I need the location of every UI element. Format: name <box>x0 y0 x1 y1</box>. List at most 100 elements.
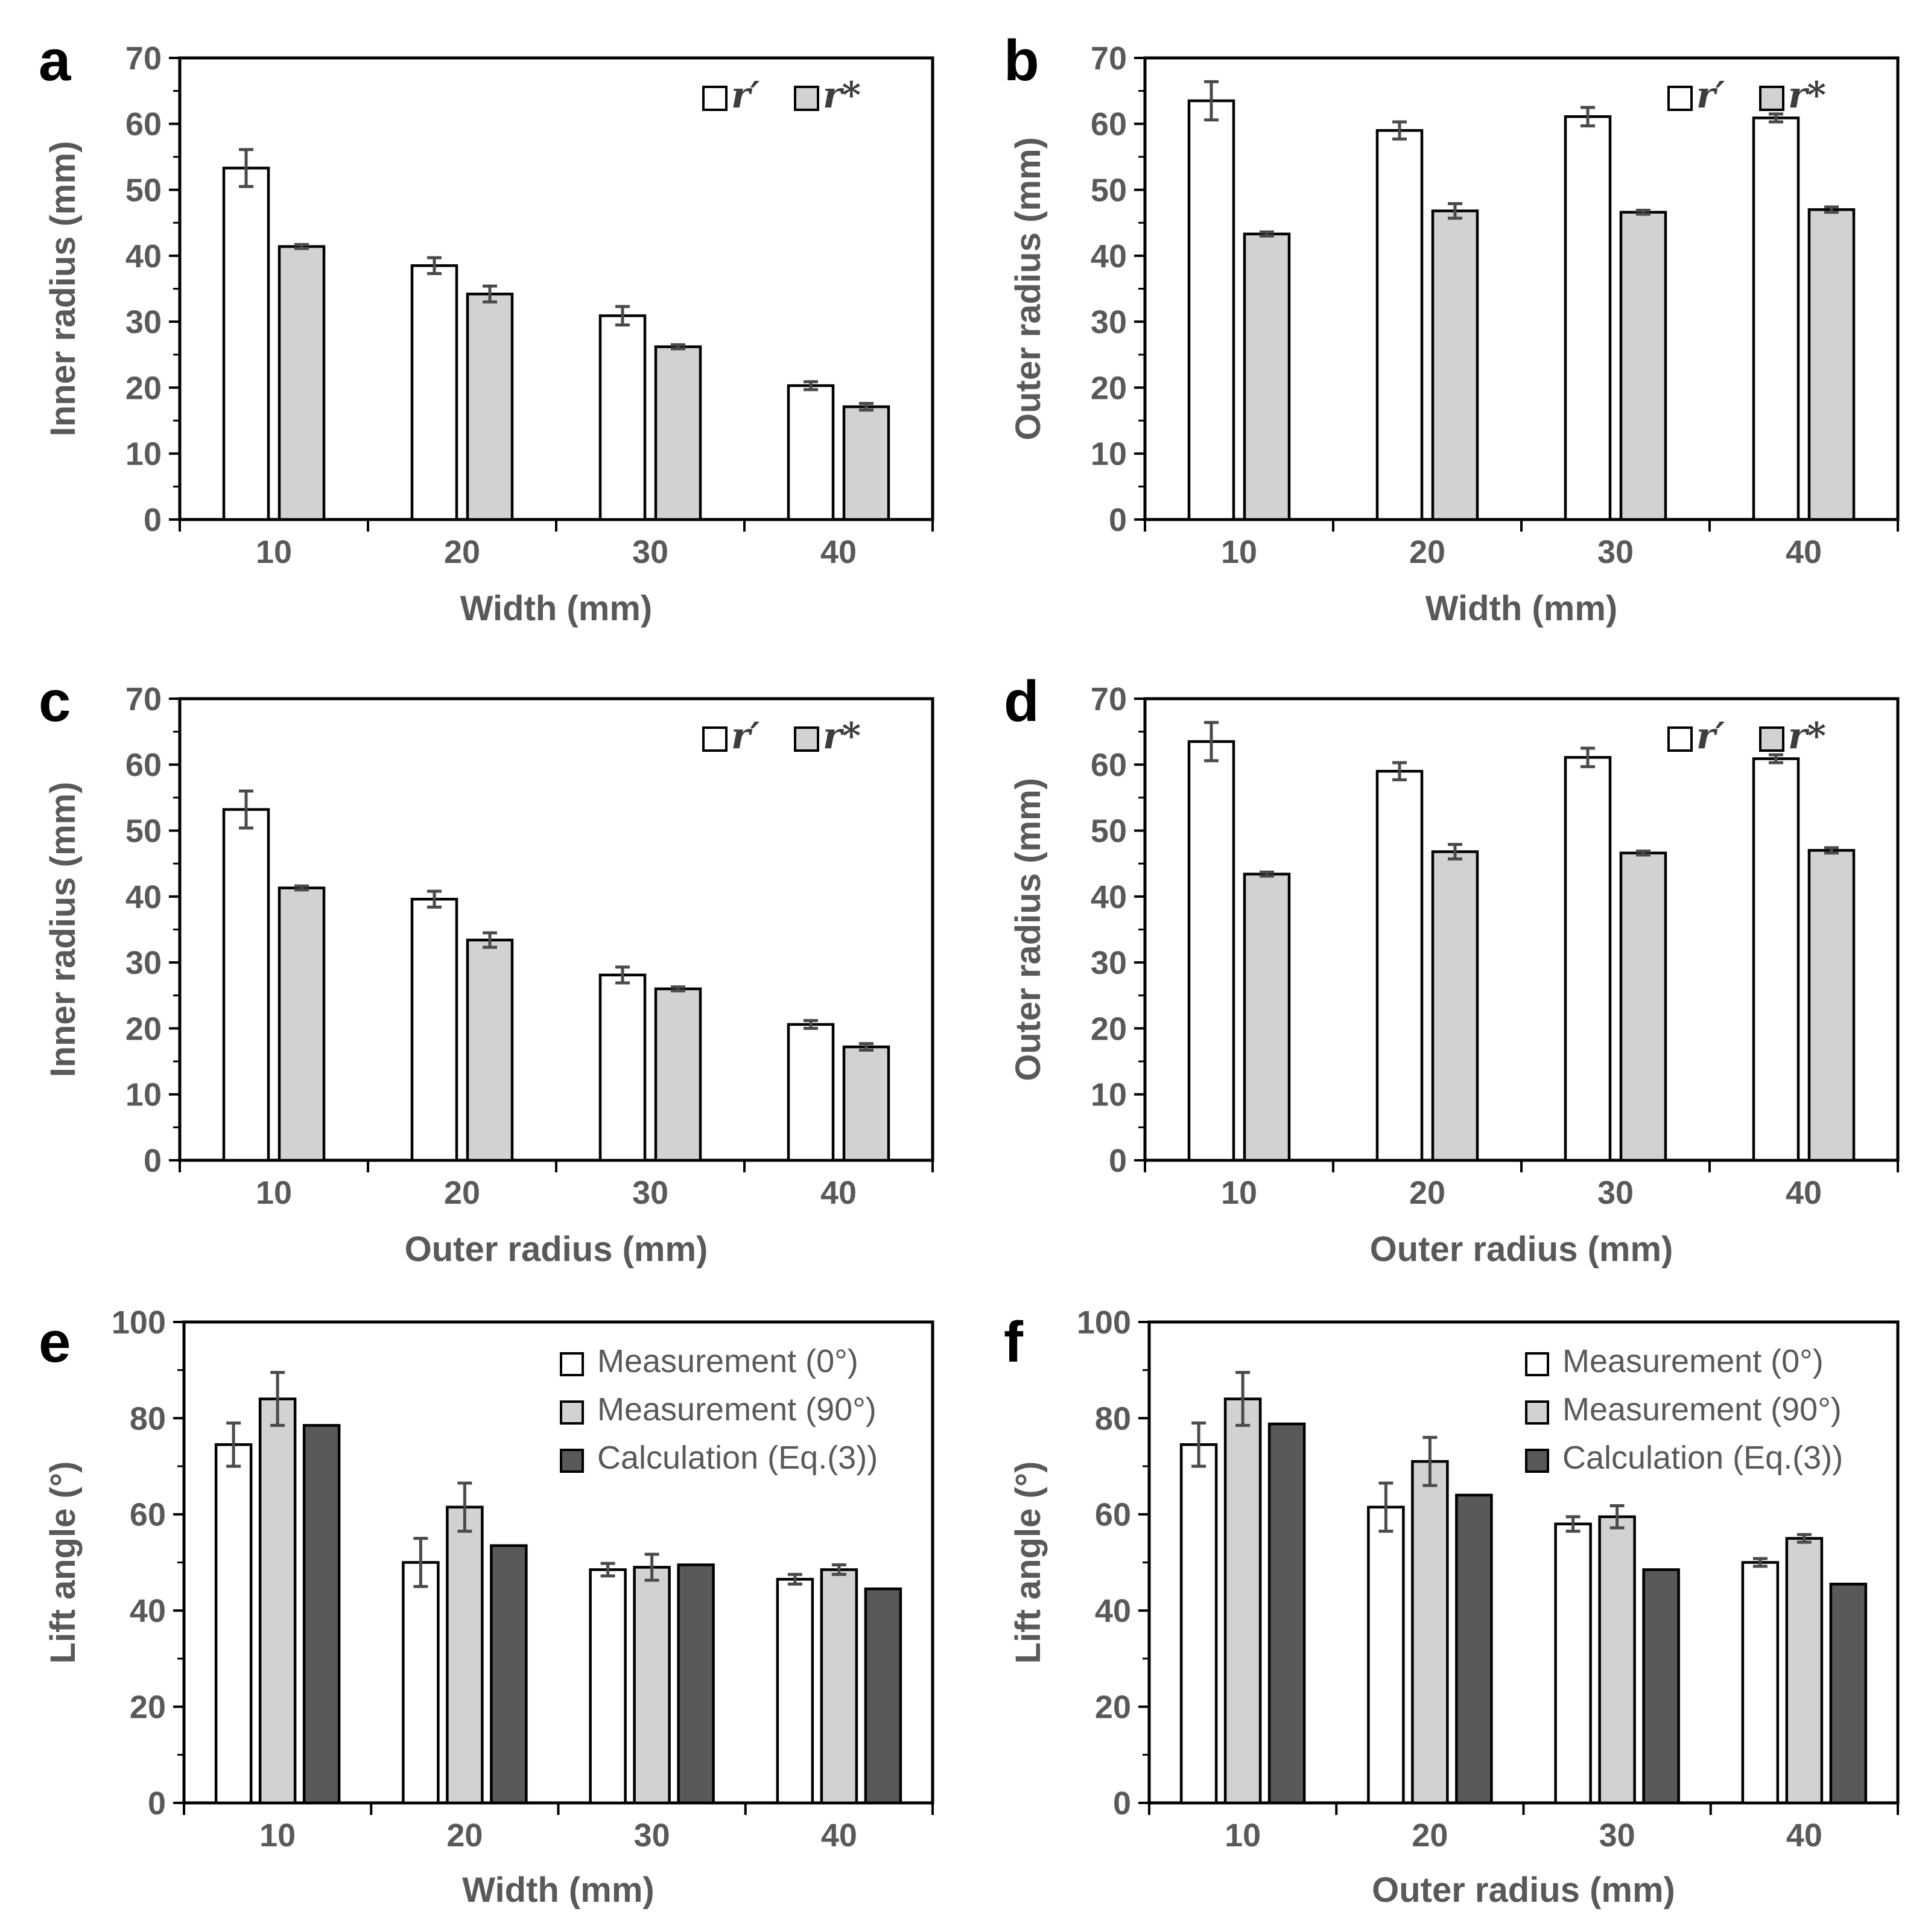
legend-swatch <box>1759 726 1784 752</box>
chart-a: 0 10 20 30 40 50 60 70 10 20 30 40 r′ r* Width (mm) Inn… <box>43 40 934 628</box>
x-tick-label: 30 <box>1597 1175 1634 1211</box>
x-axis: 10 20 30 40 <box>1144 1160 1899 1211</box>
bar-c-s1-40 <box>842 1045 890 1162</box>
y-tick-label: 60 <box>1095 1497 1131 1533</box>
panel-a: 0 10 20 30 40 50 60 70 10 20 30 40 r′ r* Width (mm) Inn… <box>24 10 989 650</box>
y-tick-label: 70 <box>125 40 162 77</box>
x-tick-label: 10 <box>259 1817 296 1854</box>
bars <box>1187 720 1856 1162</box>
bar-b-s1-40 <box>1807 208 1856 521</box>
bar-a-s1-20 <box>466 292 514 521</box>
y-tick-label: 40 <box>125 879 162 915</box>
y-tick-label: 20 <box>1091 370 1127 406</box>
chart-d: 0 10 20 30 40 50 60 70 10 20 30 40 r′ r* Outer radius … <box>1009 681 1900 1269</box>
bars <box>1179 1371 1868 1805</box>
bar-b-s1-20 <box>1431 209 1479 521</box>
y-tick-label: 60 <box>130 1497 166 1533</box>
y-tick-label: 20 <box>1095 1689 1131 1726</box>
bar-d-s0-20 <box>1375 769 1424 1162</box>
bars <box>1187 80 1856 521</box>
bar-a-s1-10 <box>277 245 326 521</box>
bar-e-s1-30 <box>633 1566 671 1805</box>
y-axis-title: Inner radius (mm) <box>43 782 83 1078</box>
bars <box>214 1371 902 1805</box>
bar-a-s1-30 <box>654 345 702 521</box>
x-tick-label: 40 <box>1786 534 1822 570</box>
y-tick-label: 70 <box>1091 681 1127 717</box>
panel-letter-a: a <box>39 28 71 93</box>
legend: r′ r* <box>1667 715 1826 757</box>
x-tick-label: 40 <box>1786 1175 1822 1211</box>
x-tick-label: 30 <box>632 1175 668 1211</box>
x-tick-label: 20 <box>444 534 480 570</box>
y-axis-title: Outer radius (mm) <box>1009 137 1048 440</box>
x-tick-label: 30 <box>1597 534 1634 570</box>
y-tick-label: 60 <box>1091 106 1127 142</box>
legend-swatch <box>1525 1352 1549 1376</box>
bar-c-s1-30 <box>654 987 702 1162</box>
y-tick-label: 40 <box>1091 879 1127 915</box>
y-tick-label: 0 <box>148 1785 166 1822</box>
y-tick-label: 20 <box>1091 1011 1127 1047</box>
legend-label: Measurement (90°) <box>597 1391 877 1428</box>
bar-f-s0-20 <box>1367 1505 1405 1805</box>
x-tick-label: 20 <box>446 1817 483 1854</box>
x-axis: 10 20 30 40 <box>1144 520 1899 570</box>
panel-letter-f: f <box>1004 1310 1023 1374</box>
x-axis: 10 20 30 40 <box>183 1803 934 1854</box>
y-tick-label: 40 <box>130 1593 166 1629</box>
legend-swatch <box>1759 86 1784 111</box>
legend-label: Calculation (Eq.(3)) <box>597 1440 878 1476</box>
bar-b-s1-10 <box>1243 232 1291 521</box>
y-tick-label: 20 <box>130 1689 166 1726</box>
y-axis: 0 20 40 60 80 100 <box>1077 1304 1149 1822</box>
chart-b: 0 10 20 30 40 50 60 70 10 20 30 40 r′ r* Width (mm) Out… <box>1009 40 1900 628</box>
bar-a-s1-40 <box>842 405 890 521</box>
legend: Measurement (0°) Measurement (90°) Calcula… <box>560 1343 878 1476</box>
x-tick-label: 40 <box>820 534 857 570</box>
bar-c-s0-10 <box>222 808 270 1162</box>
y-tick-label: 10 <box>1091 1077 1127 1113</box>
bars <box>222 789 890 1162</box>
panel-d: 0 10 20 30 40 50 60 70 10 20 30 40 r′ r* Outer radius … <box>989 650 1931 1291</box>
bar-c-s0-30 <box>598 973 647 1162</box>
legend-swatch <box>1667 726 1693 752</box>
legend-label: Measurement (90°) <box>1562 1391 1842 1428</box>
bar-f-s2-30 <box>1642 1568 1680 1805</box>
bar-f-s2-20 <box>1455 1493 1493 1805</box>
legend-label: r* <box>823 74 861 116</box>
x-tick-label: 10 <box>1221 534 1257 570</box>
legend-label: r′ <box>731 715 760 757</box>
bar-f-s1-40 <box>1785 1537 1824 1805</box>
y-axis: 0 10 20 30 40 50 60 70 <box>125 681 180 1179</box>
x-axis: 10 20 30 40 <box>1148 1803 1899 1854</box>
bar-e-s2-40 <box>864 1587 902 1805</box>
bar-b-s0-40 <box>1752 116 1800 521</box>
x-tick-label: 10 <box>256 1175 292 1211</box>
x-tick-label: 20 <box>1412 1817 1448 1854</box>
bar-e-s1-10 <box>258 1397 297 1805</box>
panel-letter-c: c <box>39 669 71 734</box>
legend-swatch <box>560 1352 584 1376</box>
y-axis-title: Lift angle (°) <box>1009 1461 1048 1664</box>
y-tick-label: 10 <box>125 1077 162 1113</box>
bar-d-s0-40 <box>1752 757 1800 1162</box>
y-tick-label: 60 <box>1091 747 1127 783</box>
x-tick-label: 20 <box>444 1175 480 1211</box>
legend: r′ r* <box>702 74 861 116</box>
y-tick-label: 0 <box>144 502 162 538</box>
legend-swatch <box>560 1400 584 1425</box>
bar-f-s0-40 <box>1741 1561 1780 1805</box>
x-tick-label: 10 <box>1225 1817 1261 1854</box>
bar-d-s1-40 <box>1807 849 1856 1162</box>
y-tick-label: 30 <box>1091 304 1127 340</box>
x-tick-label: 20 <box>1409 1175 1445 1211</box>
panel-e: 0 20 40 60 80 100 10 20 30 40 Measurement (0°) Meas… <box>24 1291 989 1932</box>
x-tick-label: 40 <box>820 1175 857 1211</box>
bar-e-s0-20 <box>402 1561 440 1805</box>
bar-a-s0-20 <box>410 264 458 521</box>
y-tick-label: 70 <box>1091 40 1127 77</box>
bar-f-s0-10 <box>1179 1443 1218 1805</box>
